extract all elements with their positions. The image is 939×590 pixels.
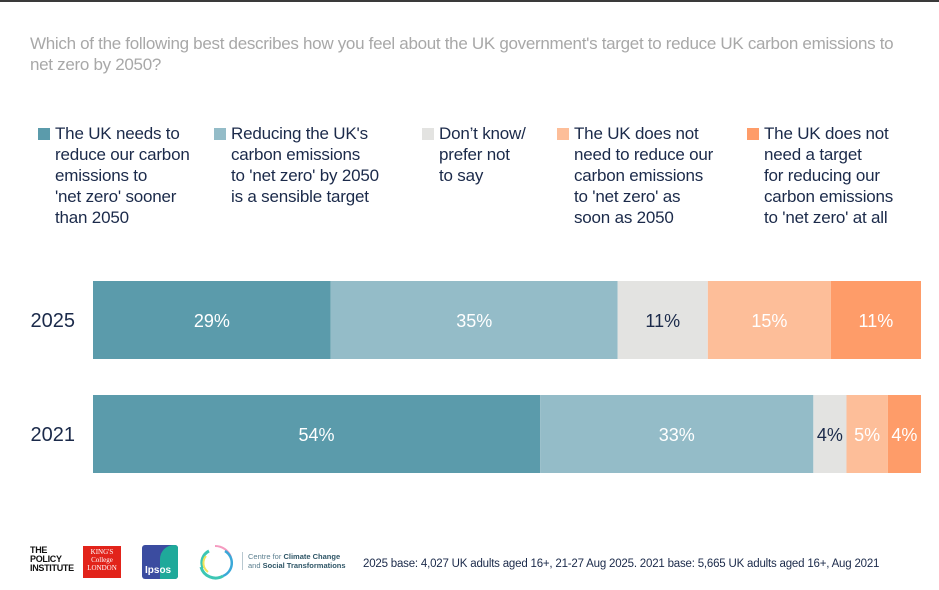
cccst-text-4: Social Transformations — [262, 561, 346, 570]
legend-label: Reducing the UK's carbon emissions to 'n… — [231, 124, 379, 206]
legend-item-not-as-soon: The UK does not need to reduce our carbo… — [557, 123, 713, 228]
legend-swatch — [38, 128, 50, 140]
legend-swatch — [747, 128, 759, 140]
chart-title: Which of the following best describes ho… — [30, 34, 894, 74]
legend-swatch — [422, 128, 434, 140]
cccst-text-1: Centre for — [248, 552, 284, 561]
stacked-bar-chart: 2025 29% 35% 11% 15% 11% 2021 54% 33% 4% 5% 4% — [31, 281, 921, 473]
data-label-2025-4: 11% — [859, 311, 894, 331]
bar-segment-2025-2 — [617, 281, 708, 359]
legend: The UK needs to reduce our carbon emissi… — [38, 123, 938, 233]
ipsos-logo: Ipsos — [142, 545, 178, 579]
data-label-2021-2: 4% — [817, 425, 843, 445]
data-label-2021-1: 33% — [659, 425, 695, 445]
legend-item-sooner: The UK needs to reduce our carbon emissi… — [38, 123, 190, 228]
legend-item-sensible: Reducing the UK's carbon emissions to 'n… — [214, 123, 379, 207]
bar-segment-2025-4 — [830, 281, 921, 359]
bar-segment-2025-1 — [330, 281, 618, 359]
data-label-2021-4: 4% — [891, 425, 917, 445]
data-label-2025-3: 15% — [751, 311, 787, 331]
base-note: 2025 base: 4,027 UK adults aged 16+, 21-… — [363, 558, 880, 570]
top-border — [0, 0, 939, 2]
policy-institute-logo: THE POLICY INSTITUTE — [30, 546, 74, 573]
cccst-text-2: Climate Change — [283, 552, 341, 561]
legend-label: The UK does not need to reduce our carbo… — [574, 124, 714, 227]
data-label-2021-3: 5% — [854, 425, 880, 445]
cccst-logo-icon — [199, 544, 233, 580]
policy-institute-logo-text: THE POLICY INSTITUTE — [30, 545, 74, 573]
bar-segment-2021-4 — [887, 395, 921, 473]
legend-swatch — [557, 128, 569, 140]
ipsos-logo-text: Ipsos — [145, 565, 172, 576]
cccst-text-3: and — [248, 561, 263, 570]
data-label-2025-1: 35% — [456, 311, 492, 331]
data-label-2021-0: 54% — [299, 425, 335, 445]
bar-segment-2021-3 — [846, 395, 888, 473]
cccst-logo-text: Centre for Climate Change and Social Tra… — [242, 552, 346, 570]
legend-item-dont-know: Don’t know/ prefer not to say — [422, 123, 526, 186]
kings-college-logo: KING'S College LONDON — [83, 546, 121, 578]
ipsos-logo-shape — [160, 545, 178, 579]
legend-label: The UK does not need a target for reduci… — [764, 124, 894, 227]
bar-segment-2025-3 — [707, 281, 831, 359]
bar-segment-2021-0 — [93, 395, 541, 473]
legend-item-no-target: The UK does not need a target for reduci… — [747, 123, 893, 228]
kings-college-logo-text: KING'S College LONDON — [87, 548, 117, 572]
bar-segment-2021-2 — [813, 395, 847, 473]
category-label-2025: 2025 — [31, 310, 76, 332]
category-label-2021: 2021 — [31, 424, 76, 446]
legend-swatch — [214, 128, 226, 140]
bar-segment-2021-1 — [540, 395, 814, 473]
bar-segment-2025-0 — [93, 281, 331, 359]
data-label-2025-0: 29% — [194, 311, 230, 331]
data-label-2025-2: 11% — [645, 311, 680, 331]
legend-label: The UK needs to reduce our carbon emissi… — [55, 124, 190, 227]
legend-label: Don’t know/ prefer not to say — [439, 124, 526, 185]
